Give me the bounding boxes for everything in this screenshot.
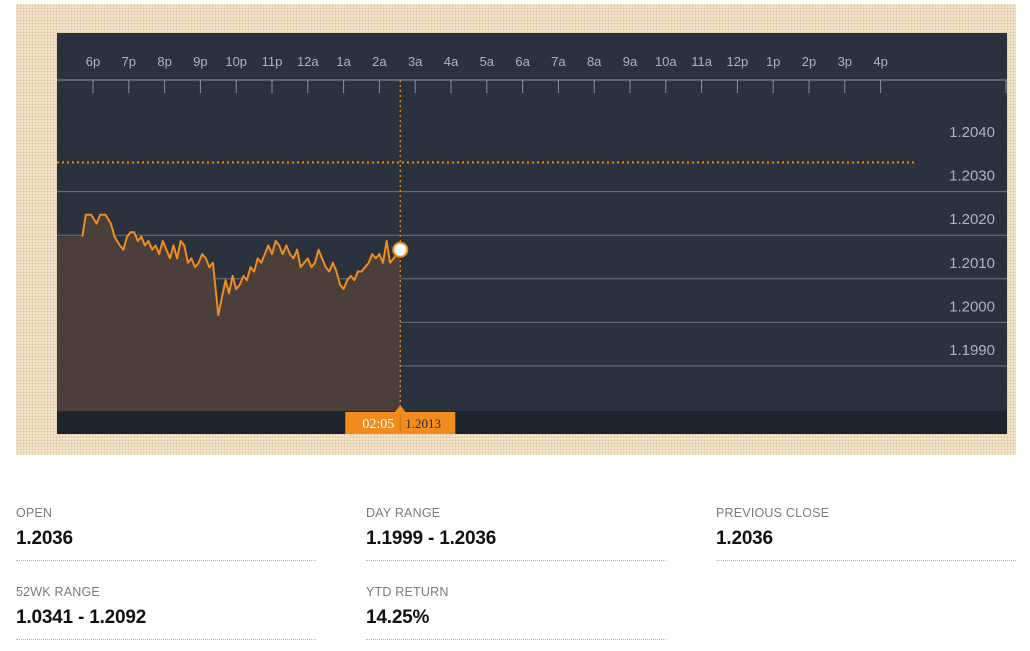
- price-line: [81, 213, 402, 317]
- stat-52wk-range: 52WK RANGE 1.0341 - 1.2092: [16, 575, 316, 640]
- stat-ytd-return-label: YTD RETURN: [366, 585, 449, 599]
- x-tick-label: 3a: [408, 54, 423, 69]
- x-tick-label: 8p: [157, 54, 171, 69]
- stat-ytd-return-value: 14.25%: [366, 607, 430, 628]
- y-tick-label: 1.1990: [949, 342, 995, 359]
- stat-ytd-return: YTD RETURN 14.25%: [366, 575, 666, 640]
- stat-52wk-range-value: 1.0341 - 1.2092: [16, 607, 147, 628]
- x-tick-label: 10p: [225, 54, 247, 69]
- y-tick-label: 1.2020: [949, 211, 995, 228]
- tooltip-time: 02:05: [362, 417, 394, 432]
- stat-day-range-label: DAY RANGE: [366, 506, 441, 520]
- price-area: [57, 214, 401, 411]
- stat-open-label: OPEN: [16, 506, 53, 520]
- x-tick-label: 3p: [838, 54, 852, 69]
- x-tick-label: 12p: [727, 54, 749, 69]
- price-chart[interactable]: 6p 7p 8p 9p 10p 11p 12a 1a 2a 3a 4a 5a 6a 7a 8a 9a 10a 11…: [57, 33, 1007, 434]
- x-tick-label: 7p: [122, 54, 136, 69]
- x-tick-label: 2p: [802, 54, 816, 69]
- price-chart-svg[interactable]: 6p 7p 8p 9p 10p 11p 12a 1a 2a 3a 4a 5a 6a 7a 8a 9a 10a 11…: [57, 33, 1007, 434]
- x-tick-label: 1a: [336, 54, 351, 69]
- tooltip-pointer: [394, 405, 407, 413]
- x-tick-label: 6a: [515, 54, 530, 69]
- x-tick-label: 10a: [655, 54, 677, 69]
- y-tick-label: 1.2000: [949, 298, 995, 315]
- x-tick-label: 4p: [873, 54, 887, 69]
- x-tick-label: 5a: [480, 54, 495, 69]
- tooltip-value: 1.2013: [405, 416, 441, 431]
- chart-frame: 6p 7p 8p 9p 10p 11p 12a 1a 2a 3a 4a 5a 6a 7a 8a 9a 10a 11…: [16, 4, 1016, 455]
- x-tick-label: 11a: [691, 54, 712, 69]
- stat-day-range-value: 1.1999 - 1.2036: [366, 528, 497, 549]
- x-tick-label: 8a: [587, 54, 602, 69]
- x-tick-label: 11p: [262, 54, 283, 69]
- x-tick-label: 7a: [551, 54, 566, 69]
- stat-previous-close-label: PREVIOUS CLOSE: [716, 506, 830, 520]
- stat-previous-close-value: 1.2036: [716, 528, 773, 549]
- x-tick-label: 4a: [444, 54, 459, 69]
- x-tick-label: 1p: [766, 54, 780, 69]
- x-tick-label: 9a: [623, 54, 638, 69]
- crosshair-dot[interactable]: [392, 241, 409, 258]
- y-tick-label: 1.2010: [949, 255, 995, 272]
- x-tick-label: 6p: [86, 54, 100, 69]
- x-tick-label: 2a: [372, 54, 387, 69]
- y-tick-label: 1.2030: [949, 168, 995, 185]
- stat-open: OPEN 1.2036: [16, 496, 316, 561]
- stat-day-range: DAY RANGE 1.1999 - 1.2036: [366, 496, 666, 561]
- stat-previous-close: PREVIOUS CLOSE 1.2036: [716, 496, 1016, 561]
- time-band: [57, 411, 1007, 434]
- x-tick-label: 12a: [297, 54, 319, 69]
- x-tick-label: 9p: [193, 54, 207, 69]
- y-tick-label: 1.2040: [949, 124, 995, 141]
- stat-open-value: 1.2036: [16, 528, 73, 549]
- stat-52wk-range-label: 52WK RANGE: [16, 585, 100, 599]
